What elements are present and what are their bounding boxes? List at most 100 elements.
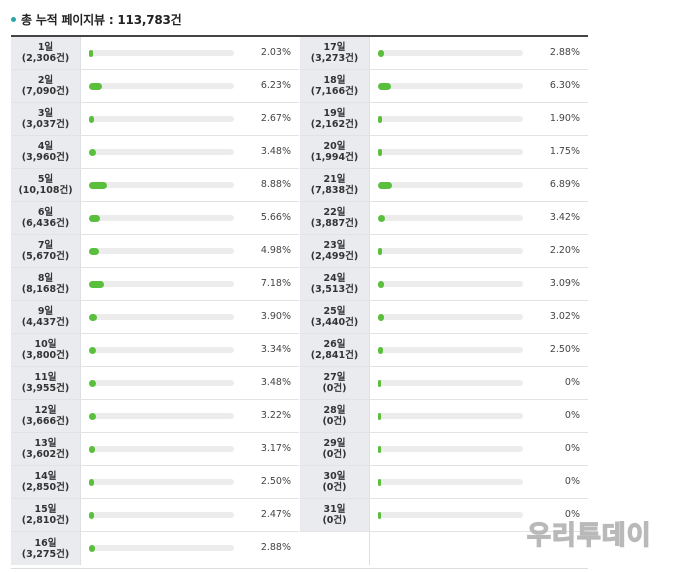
day-label-cell: 19일 (2,162건)	[300, 103, 370, 135]
day-label: 12일	[34, 405, 57, 416]
day-label-cell: 3일 (3,037건)	[11, 103, 81, 135]
day-count: (3,037건)	[21, 119, 70, 130]
day-label-cell: 2일 (7,090건)	[11, 70, 81, 102]
day-count: (0건)	[322, 482, 347, 493]
day-label: 15일	[34, 504, 57, 515]
progress-fill	[378, 82, 391, 90]
day-label: 1일	[37, 42, 54, 53]
percent-value: 0%	[564, 476, 580, 487]
day-label: 4일	[37, 141, 54, 152]
progress-track	[89, 544, 234, 552]
day-label-cell: 24일 (3,513건)	[300, 268, 370, 300]
percent-value: 2.47%	[260, 509, 291, 520]
day-row: 7일 (5,670건) 4.98%	[11, 235, 299, 268]
stats-header: 총 누적 페이지뷰 : 113,783건	[11, 9, 182, 29]
day-count: (3,513건)	[310, 284, 359, 295]
day-row: 17일 (3,273건) 2.88%	[300, 37, 588, 70]
progress-fill	[378, 181, 392, 189]
percent-value: 5.66%	[260, 212, 291, 223]
percent-value: 2.67%	[260, 113, 291, 124]
day-label: 30일	[323, 471, 346, 482]
bar-cell: 3.48%	[81, 367, 299, 399]
day-count: (7,090건)	[21, 86, 70, 97]
bar-cell: 6.30%	[370, 70, 588, 102]
percent-value: 1.90%	[549, 113, 580, 124]
day-row: 16일 (3,275건) 2.88%	[11, 532, 299, 565]
percent-value: 2.03%	[260, 47, 291, 58]
progress-fill	[89, 379, 96, 387]
day-label-cell: 11일 (3,955건)	[11, 367, 81, 399]
day-label-cell: 22일 (3,887건)	[300, 202, 370, 234]
day-row: 31일 (0건) 0%	[300, 499, 588, 532]
progress-track	[89, 445, 234, 453]
progress-track	[89, 214, 234, 222]
day-row: 30일 (0건) 0%	[300, 466, 588, 499]
day-count: (5,670건)	[21, 251, 70, 262]
bar-cell: 0%	[370, 400, 588, 432]
percent-value: 2.20%	[549, 245, 580, 256]
day-count: (3,602건)	[21, 449, 70, 460]
progress-fill	[89, 544, 95, 552]
progress-fill	[89, 346, 96, 354]
day-label-cell: 1일 (2,306건)	[11, 37, 81, 69]
progress-track	[378, 478, 523, 486]
day-row: 5일 (10,108건) 8.88%	[11, 169, 299, 202]
day-row: 3일 (3,037건) 2.67%	[11, 103, 299, 136]
watermark-text: 우리투데이	[526, 520, 652, 551]
day-row: 28일 (0건) 0%	[300, 400, 588, 433]
day-row: 20일 (1,994건) 1.75%	[300, 136, 588, 169]
day-label-cell: 6일 (6,436건)	[11, 202, 81, 234]
day-count: (0건)	[322, 515, 347, 526]
progress-fill	[378, 445, 381, 453]
day-label: 7일	[37, 240, 54, 251]
day-count: (7,166건)	[310, 86, 359, 97]
progress-fill	[378, 280, 384, 288]
progress-fill	[89, 247, 99, 255]
day-label: 20일	[323, 141, 346, 152]
bar-cell: 4.98%	[81, 235, 299, 267]
percent-value: 3.90%	[260, 311, 291, 322]
progress-track	[89, 379, 234, 387]
day-row: 14일 (2,850건) 2.50%	[11, 466, 299, 499]
progress-track	[378, 115, 523, 123]
day-label: 16일	[34, 537, 57, 549]
bar-cell: 8.88%	[81, 169, 299, 201]
progress-track	[378, 214, 523, 222]
day-label-cell: 21일 (7,838건)	[300, 169, 370, 201]
bar-cell: 6.89%	[370, 169, 588, 201]
progress-track	[378, 412, 523, 420]
progress-fill	[378, 346, 383, 354]
day-label: 10일	[34, 339, 57, 350]
day-count: (0건)	[322, 416, 347, 427]
progress-fill	[378, 214, 385, 222]
day-label: 31일	[323, 504, 346, 515]
bar-cell: 2.88%	[370, 37, 588, 69]
day-label: 6일	[37, 207, 54, 218]
progress-track	[378, 148, 523, 156]
progress-track	[378, 445, 523, 453]
day-label: 2일	[37, 75, 54, 86]
day-row: 24일 (3,513건) 3.09%	[300, 268, 588, 301]
day-row: 4일 (3,960건) 3.48%	[11, 136, 299, 169]
day-label: 19일	[323, 108, 346, 119]
day-label-cell: 14일 (2,850건)	[11, 466, 81, 498]
day-label-cell: 30일 (0건)	[300, 466, 370, 498]
percent-value: 0%	[564, 509, 580, 520]
progress-fill	[89, 115, 94, 123]
progress-fill	[378, 49, 384, 57]
percent-value: 0%	[564, 443, 580, 454]
progress-track	[89, 511, 234, 519]
progress-track	[89, 49, 234, 57]
bar-cell: 0%	[370, 433, 588, 465]
day-label: 13일	[34, 438, 57, 449]
day-row: 25일 (3,440건) 3.02%	[300, 301, 588, 334]
day-label: 26일	[323, 339, 346, 350]
progress-track	[378, 346, 523, 354]
day-count: (4,437건)	[21, 317, 70, 328]
percent-value: 6.23%	[260, 80, 291, 91]
progress-fill	[378, 148, 382, 156]
day-row: 26일 (2,841건) 2.50%	[300, 334, 588, 367]
bar-cell: 3.09%	[370, 268, 588, 300]
day-label: 17일	[323, 42, 346, 53]
percent-value: 3.17%	[260, 443, 291, 454]
